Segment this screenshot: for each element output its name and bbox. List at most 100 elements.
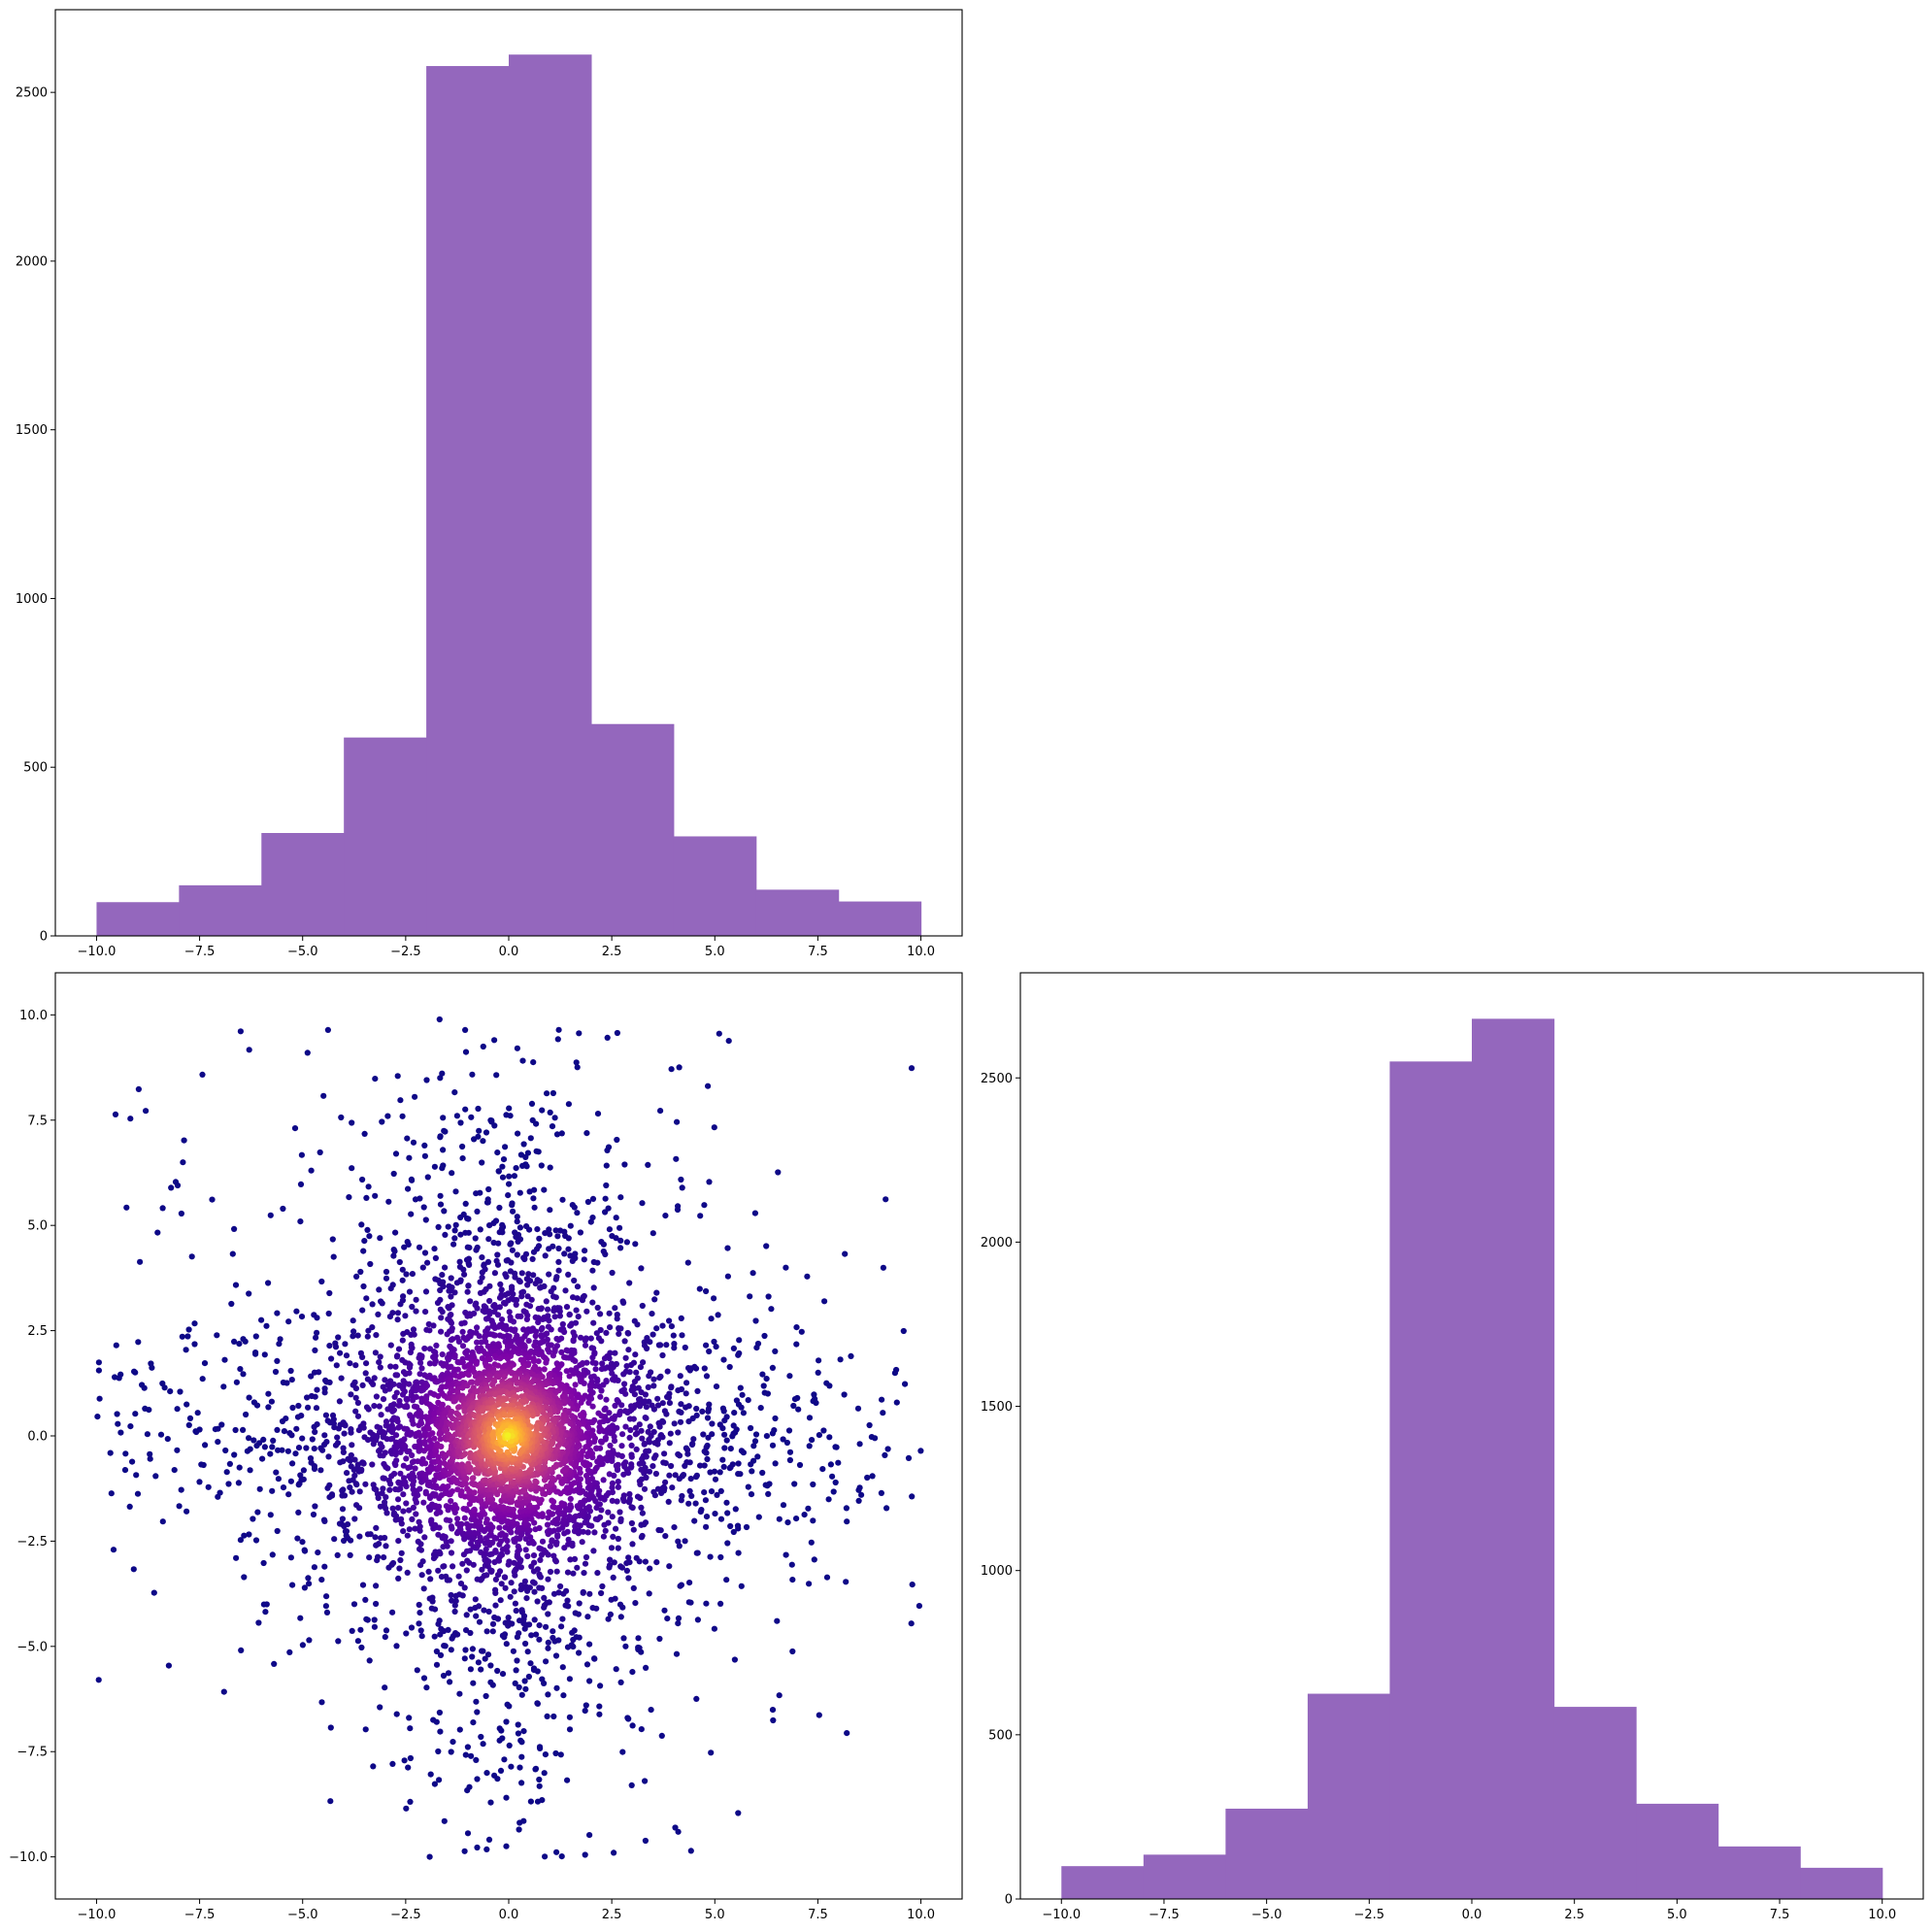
scatter-point — [313, 1334, 319, 1341]
scatter-point — [464, 1288, 471, 1295]
scatter-point — [516, 1630, 522, 1637]
scatter-point — [518, 1691, 525, 1698]
scatter-point — [250, 1516, 256, 1522]
scatter-point — [516, 1495, 523, 1502]
scatter-point — [449, 1408, 455, 1416]
scatter-point — [516, 1683, 522, 1691]
scatter-point — [494, 1149, 501, 1156]
scatter-point — [521, 1255, 528, 1263]
scatter-point — [697, 1462, 704, 1469]
scatter-point — [571, 1555, 579, 1562]
scatter-point — [590, 1258, 597, 1266]
scatter-point — [532, 1333, 539, 1340]
scatter-point — [882, 1451, 888, 1458]
scatter-point — [127, 1423, 134, 1430]
scatter-point — [349, 1488, 355, 1495]
scatter-point — [688, 1492, 695, 1499]
scatter-point — [485, 1608, 492, 1616]
scatter-point — [472, 1596, 479, 1603]
scatter-point — [499, 1735, 506, 1742]
scatter-point — [547, 1543, 554, 1549]
scatter-point — [319, 1447, 326, 1453]
scatter-point — [577, 1229, 584, 1236]
scatter-point — [406, 1526, 413, 1533]
scatter-point — [297, 1472, 304, 1479]
scatter-point — [545, 1342, 552, 1349]
scatter-bottom-left: −10.0 −7.5 −5.0 −2.5 0.0 2.5 5.0 7.5 10.0−10.0−7… — [9, 972, 963, 1922]
scatter-point — [550, 1307, 557, 1315]
scatter-point — [514, 1657, 520, 1664]
scatter-point — [562, 1602, 569, 1609]
scatter-point — [461, 1584, 468, 1591]
scatter-point — [504, 1355, 512, 1362]
scatter-point — [670, 1332, 677, 1339]
scatter-point — [518, 1270, 525, 1277]
scatter-point — [583, 1661, 591, 1668]
scatter-point — [583, 1452, 591, 1460]
scatter-point — [795, 1406, 802, 1413]
scatter-point — [514, 1251, 520, 1258]
scatter-point — [588, 1345, 595, 1351]
scatter-point — [647, 1423, 653, 1430]
scatter-point — [603, 1182, 610, 1189]
histogram-x-tick-label: 7.5 — [808, 945, 828, 959]
scatter-point — [218, 1421, 225, 1428]
scatter-point — [400, 1508, 407, 1515]
scatter-point — [661, 1607, 668, 1614]
scatter-point — [265, 1280, 272, 1286]
scatter-point — [620, 1299, 627, 1306]
scatter-point — [815, 1369, 821, 1376]
scatter-point — [625, 1347, 632, 1353]
scatter-point — [377, 1704, 383, 1711]
scatter-point — [306, 1581, 313, 1587]
scatter-point — [491, 1270, 498, 1277]
scatter-point — [536, 1636, 543, 1643]
scatter-point — [229, 1250, 236, 1257]
scatter-point — [445, 1356, 451, 1363]
scatter-point — [495, 1168, 502, 1175]
scatter-point — [854, 1405, 862, 1412]
scatter-point — [371, 1375, 378, 1382]
scatter-point — [462, 1336, 469, 1344]
scatter-point — [497, 1597, 504, 1604]
scatter-point — [386, 1314, 393, 1320]
scatter-point — [396, 1258, 403, 1266]
scatter-point — [482, 1477, 488, 1483]
scatter-point — [400, 1491, 407, 1498]
scatter-point — [437, 1192, 444, 1199]
scatter-point — [623, 1363, 630, 1370]
histogram-x-tick-label: −10.0 — [78, 945, 117, 959]
scatter-point — [499, 1174, 507, 1181]
scatter-point — [499, 1163, 506, 1170]
scatter-point — [293, 1425, 300, 1432]
scatter-point — [348, 1429, 354, 1436]
scatter-point — [717, 1516, 725, 1522]
scatter-point — [577, 1412, 584, 1418]
scatter-point — [714, 1491, 720, 1498]
scatter-point — [606, 1471, 613, 1478]
scatter-point — [358, 1466, 365, 1473]
scatter-point — [673, 1155, 680, 1162]
scatter-point — [520, 1817, 527, 1824]
scatter-point — [646, 1436, 652, 1444]
scatter-point — [628, 1451, 635, 1458]
scatter-point — [513, 1667, 519, 1674]
scatter-point — [610, 1533, 616, 1540]
scatter-point — [494, 1312, 502, 1318]
scatter-point — [221, 1356, 228, 1363]
scatter-point — [539, 1538, 547, 1545]
scatter-point — [527, 1798, 535, 1805]
scatter-point — [711, 1295, 717, 1302]
scatter-point — [614, 1316, 620, 1322]
scatter-point — [545, 1691, 551, 1698]
scatter-point — [452, 1598, 459, 1605]
scatter-point — [711, 1625, 718, 1632]
scatter-point — [755, 1514, 762, 1520]
scatter-point — [509, 1285, 516, 1293]
scatter-point — [336, 1398, 343, 1405]
scatter-point — [565, 1235, 572, 1242]
scatter-point — [726, 1465, 733, 1472]
scatter-point — [587, 1218, 594, 1225]
scatter-point — [603, 1396, 610, 1403]
scatter-point — [553, 1131, 561, 1138]
